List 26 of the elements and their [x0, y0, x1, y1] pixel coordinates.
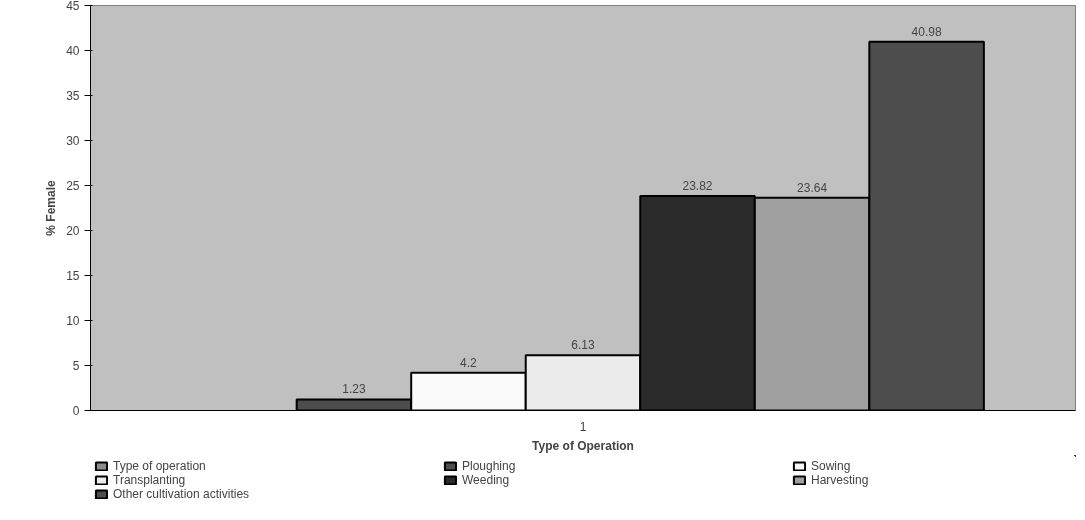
data-label: 1.23: [342, 382, 366, 397]
legend-label: Ploughing: [462, 459, 517, 473]
data-label: 23.64: [797, 180, 828, 195]
data-label: 4.2: [460, 355, 478, 370]
data-label: 40.98: [911, 24, 942, 39]
y-tick-label: 35: [66, 89, 80, 103]
legend-label: Other cultivation activities: [113, 487, 251, 501]
y-tick-label: 10: [66, 314, 80, 328]
legend-label: Sowing: [811, 459, 852, 473]
y-tick-label: 25: [66, 179, 80, 193]
y-tick-label: 5: [72, 359, 80, 373]
legend-label: Harvesting: [811, 473, 870, 487]
y-tick-label: 40: [66, 44, 80, 58]
legend-label: Weeding: [462, 473, 511, 487]
data-label: 23.82: [682, 179, 713, 194]
y-tick-label: 20: [66, 224, 80, 238]
x-axis-title: Type of Operation: [532, 438, 634, 453]
y-tick-label: 30: [66, 134, 80, 148]
y-tick-label: 0: [72, 404, 80, 418]
data-label: 6.13: [571, 338, 595, 353]
y-tick-label: 15: [66, 269, 80, 283]
y-tick-label: 45: [66, 0, 80, 13]
x-tick-label: 1: [579, 419, 587, 434]
legend-label: Transplanting: [113, 473, 187, 487]
legend-label: Type of operation: [113, 459, 207, 473]
y-axis-title: % Female: [44, 179, 59, 236]
